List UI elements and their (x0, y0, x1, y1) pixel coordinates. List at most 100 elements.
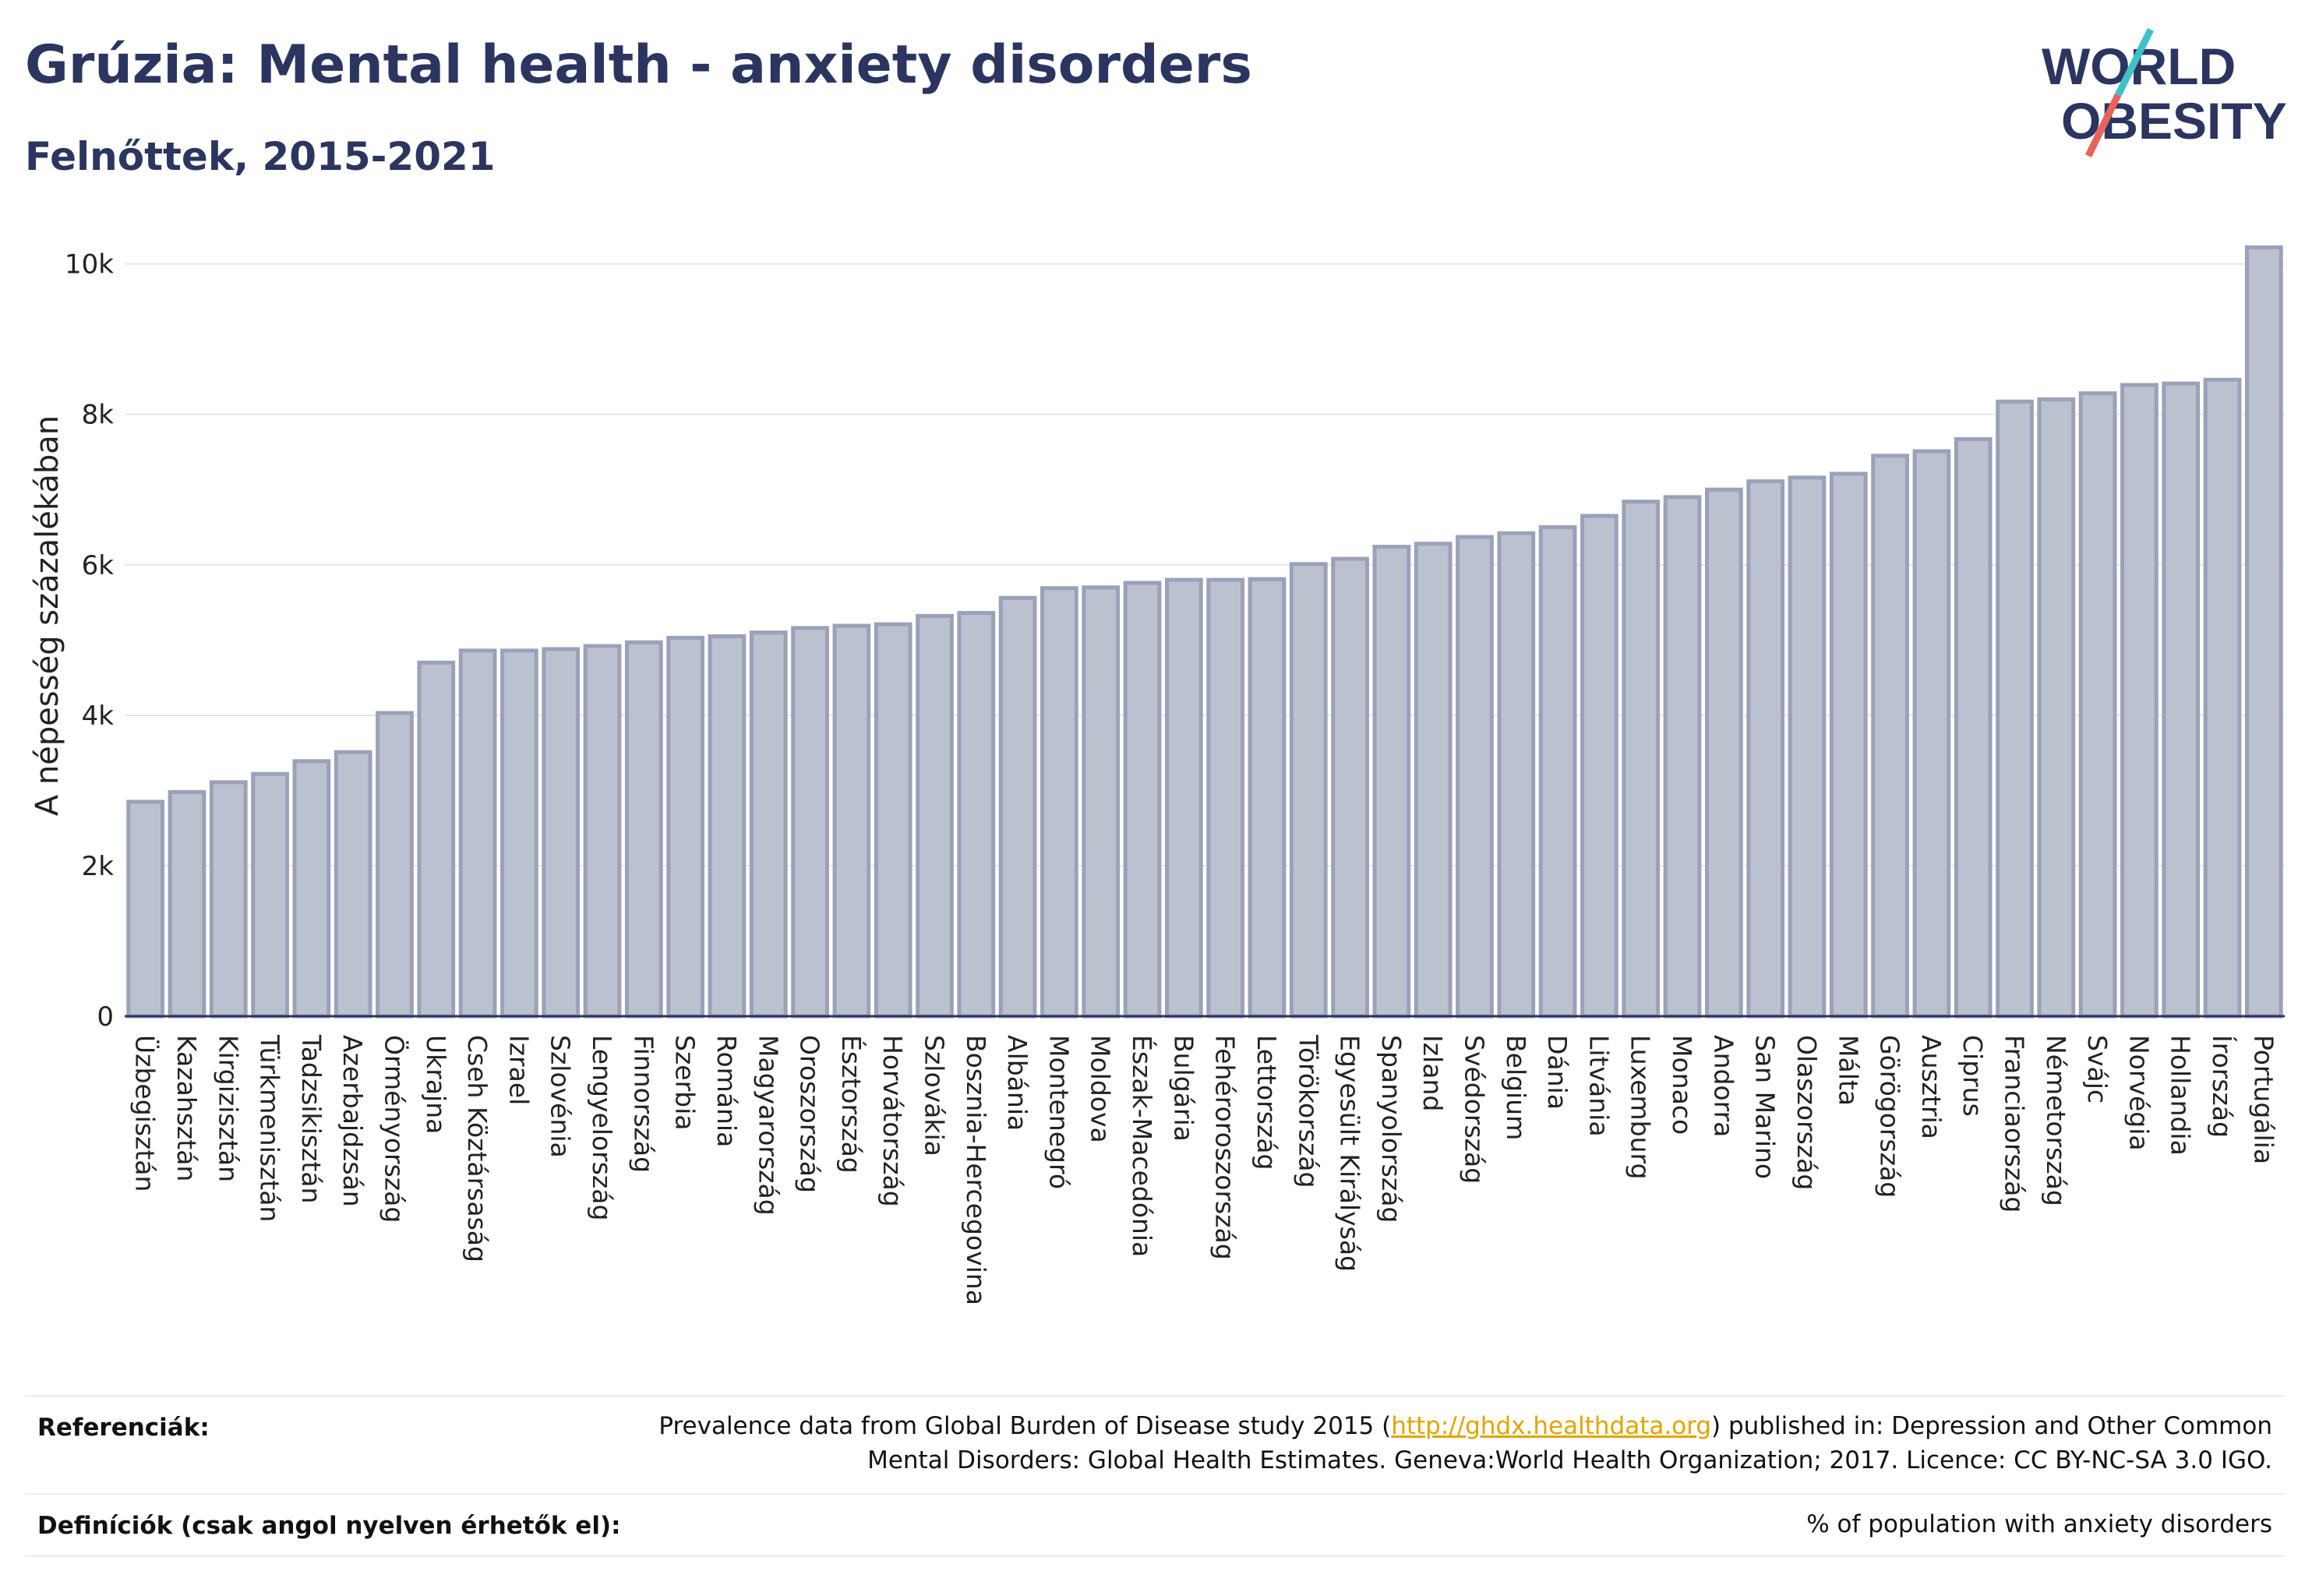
references-text: Prevalence data from Global Burden of Di… (658, 1409, 2272, 1478)
x-tick-label: Horvátország (877, 1035, 908, 1207)
references-row: Referenciák: Prevalence data from Global… (25, 1403, 2285, 1496)
bar[interactable] (957, 611, 996, 1019)
x-tick-labels: Üzbegisztán Kazahsztán Kirgizisztán Türkmen… (130, 1034, 2279, 1305)
references-text-before: Prevalence data from Global Burden of Di… (658, 1412, 1392, 1440)
bar[interactable] (998, 595, 1037, 1019)
x-tick-label: Dánia (1542, 1035, 1573, 1110)
world-obesity-logo: WORLD OBESITY (2042, 27, 2287, 157)
x-tick-label: Cseh Köztársaság (462, 1035, 492, 1262)
bar[interactable] (1996, 399, 2034, 1019)
x-tick-label: Kazahsztán (171, 1035, 202, 1181)
bar-chart: 0 2k 4k 6k 8k 10k Üzbegisztán Kazahsztán Kirgiz… (30, 245, 2285, 1305)
bar[interactable] (542, 647, 581, 1019)
bar[interactable] (209, 780, 248, 1019)
bar[interactable] (1538, 525, 1577, 1019)
y-tick-label: 10k (65, 249, 114, 281)
bar[interactable] (1829, 471, 1868, 1019)
x-tick-label: Oroszország (795, 1035, 825, 1193)
definitions-label: Definíciók (csak angol nyelven érhetők e… (37, 1512, 621, 1540)
x-tick-label: Ciprus (1957, 1035, 1988, 1117)
x-tick-label: Spanyolország (1376, 1035, 1407, 1223)
x-tick-label: Egyesült Királyság (1335, 1035, 1365, 1272)
bar[interactable] (749, 630, 788, 1019)
references-link[interactable]: http://ghdx.healthdata.org (1391, 1412, 1712, 1440)
bar[interactable] (292, 759, 331, 1019)
logo-slash-teal (2114, 27, 2155, 97)
bar[interactable] (832, 623, 871, 1019)
x-tick-label: Izland (1417, 1035, 1448, 1111)
bar[interactable] (2244, 245, 2283, 1019)
definitions-row: Definíciók (csak angol nyelven érhetők e… (25, 1499, 2285, 1554)
bar[interactable] (1123, 581, 1162, 1019)
bar[interactable] (1331, 556, 1369, 1019)
y-tick-label: 0 (97, 1001, 114, 1033)
bar[interactable] (1954, 437, 1993, 1019)
bar[interactable] (2120, 383, 2159, 1019)
x-tick-label: Ukrajna (421, 1035, 451, 1134)
bar[interactable] (1082, 585, 1121, 1019)
x-tick-label: Finnország (628, 1035, 658, 1173)
footer-divider-top (25, 1395, 2285, 1396)
x-tick-label: Málta (1833, 1035, 1863, 1106)
bar[interactable] (1663, 495, 1702, 1019)
logo-slash-red (2084, 94, 2122, 157)
bar[interactable] (500, 648, 538, 1019)
x-tick-label: Belgium (1501, 1035, 1531, 1140)
bar[interactable] (168, 789, 206, 1019)
bar[interactable] (1497, 531, 1536, 1019)
bar[interactable] (1746, 479, 1785, 1019)
bar[interactable] (126, 800, 165, 1019)
bar[interactable] (1788, 475, 1827, 1019)
references-label: Referenciák: (37, 1414, 210, 1442)
bar[interactable] (1414, 542, 1453, 1019)
y-tick-label: 8k (82, 400, 115, 431)
bar[interactable] (417, 660, 456, 1019)
bar[interactable] (1206, 577, 1245, 1019)
bar[interactable] (1372, 545, 1411, 1019)
bar[interactable] (916, 613, 954, 1019)
x-tick-label: Montenegró (1043, 1035, 1074, 1189)
bar[interactable] (874, 622, 912, 1019)
x-tick-label: Bosznia-Hercegovina (961, 1035, 991, 1305)
bar[interactable] (1040, 586, 1078, 1019)
bar[interactable] (1912, 449, 1951, 1019)
bar[interactable] (458, 648, 497, 1019)
bar[interactable] (2203, 377, 2242, 1019)
y-tick-label: 6k (82, 550, 115, 581)
x-tick-label: Azerbajdzsán (337, 1035, 368, 1207)
bar[interactable] (708, 634, 747, 1019)
x-tick-label: Albánia (1002, 1035, 1032, 1131)
bar[interactable] (2162, 381, 2201, 1019)
bar[interactable] (2078, 391, 2117, 1019)
bar[interactable] (1871, 454, 1909, 1019)
references-text-after: ) published in: Depression and Other Com… (1711, 1412, 2272, 1440)
bar[interactable] (251, 772, 289, 1019)
bar[interactable] (791, 626, 829, 1019)
page-title: Grúzia: Mental health - anxiety disorder… (25, 34, 1252, 96)
x-tick-label: Észtország (836, 1035, 867, 1174)
bar[interactable] (1580, 514, 1618, 1019)
x-tick-label: Olaszország (1791, 1035, 1822, 1190)
bar[interactable] (1622, 500, 1661, 1019)
x-tick-label: San Marino (1750, 1035, 1781, 1179)
bar[interactable] (2037, 397, 2076, 1019)
y-axis-label: A népesség százalékában (30, 415, 65, 816)
x-tick-label: Hollandia (2166, 1035, 2196, 1156)
bar[interactable] (376, 711, 414, 1019)
y-tick-label: 2k (82, 851, 115, 882)
bar[interactable] (1456, 535, 1494, 1019)
y-tick-labels: 0 2k 4k 6k 8k 10k (65, 249, 114, 1033)
x-tick-label: Monaco (1667, 1035, 1697, 1135)
x-tick-label: Törökország (1293, 1034, 1323, 1188)
x-tick-label: Szlovénia (545, 1035, 576, 1158)
bar[interactable] (334, 750, 372, 1019)
bar[interactable] (1289, 562, 1328, 1019)
bar[interactable] (1164, 577, 1203, 1019)
x-tick-label: Luxemburg (1626, 1035, 1656, 1179)
bar[interactable] (1704, 487, 1743, 1019)
bar[interactable] (1248, 577, 1287, 1019)
x-tick-label: Türkmenisztán (255, 1034, 285, 1222)
bar[interactable] (583, 644, 622, 1019)
bar[interactable] (666, 635, 705, 1019)
bar[interactable] (624, 640, 663, 1019)
